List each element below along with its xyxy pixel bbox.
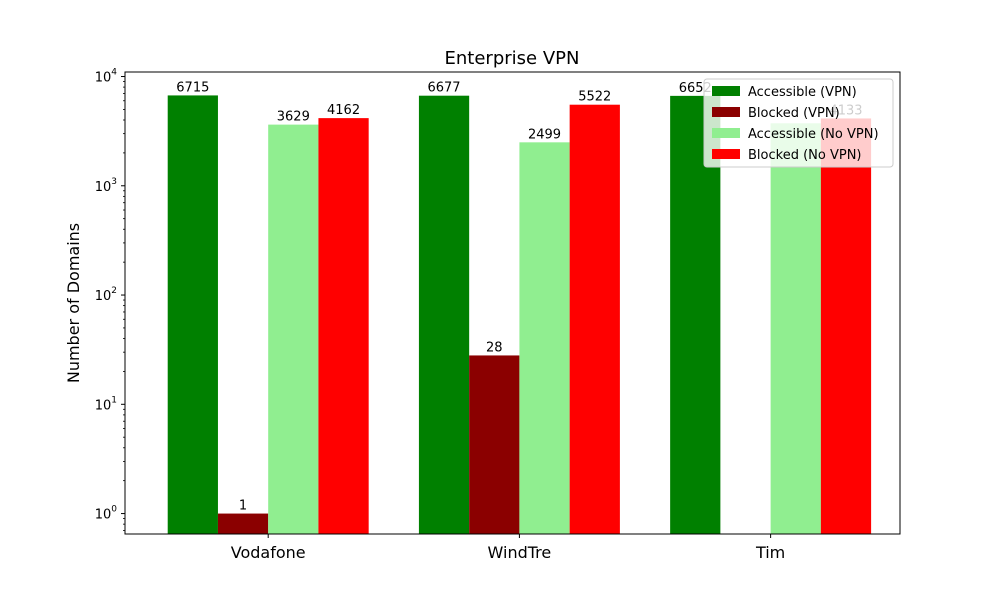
bar-value-label: 4162 [327, 103, 360, 118]
legend-label: Blocked (No VPN) [748, 148, 862, 163]
y-tick-label: 103 [95, 177, 117, 195]
legend-label: Blocked (VPN) [748, 106, 840, 121]
bar [418, 95, 470, 535]
legend-label: Accessible (VPN) [748, 85, 857, 100]
y-tick-label: 100 [95, 505, 118, 523]
bar [519, 142, 570, 534]
legend: Accessible (VPN) Blocked (VPN) Accessible … [703, 78, 894, 168]
chart-title: Enterprise VPN [445, 48, 580, 69]
bar [167, 95, 218, 534]
y-tick-label: 102 [95, 286, 117, 304]
y-axis: 100 101 102 103 104 [95, 68, 125, 531]
legend-swatch [712, 128, 740, 138]
bar-value-label: 5522 [578, 90, 611, 105]
bar-value-label: 6715 [176, 80, 209, 95]
x-tick-label: Tim [755, 543, 785, 562]
bar [217, 513, 269, 534]
legend-box [703, 78, 894, 168]
bar-value-label: 2499 [528, 127, 561, 142]
y-tick-label: 101 [95, 395, 117, 413]
x-tick-label: WindTre [488, 543, 552, 562]
legend-swatch [712, 107, 740, 117]
bar [670, 95, 721, 535]
y-axis-label: Number of Domains [64, 223, 83, 383]
legend-label: Accessible (No VPN) [748, 127, 879, 142]
bar-value-label: 28 [486, 340, 503, 355]
x-tick-label: Vodafone [231, 543, 306, 562]
bar-value-label: 3629 [277, 110, 310, 125]
bar-value-label: 1 [239, 499, 247, 514]
bar [820, 118, 872, 534]
bar [318, 118, 369, 535]
bar [770, 123, 821, 534]
y-tick-label: 104 [95, 68, 118, 86]
bar [268, 124, 319, 535]
plot-area-frame [124, 71, 901, 535]
legend-swatch [712, 149, 740, 159]
bar-value-label: 6677 [427, 81, 460, 96]
bar [569, 104, 620, 534]
x-axis: Vodafone WindTre Tim [231, 534, 785, 562]
bar [469, 355, 520, 534]
bars-layer [167, 95, 872, 535]
legend-swatch [712, 86, 740, 96]
